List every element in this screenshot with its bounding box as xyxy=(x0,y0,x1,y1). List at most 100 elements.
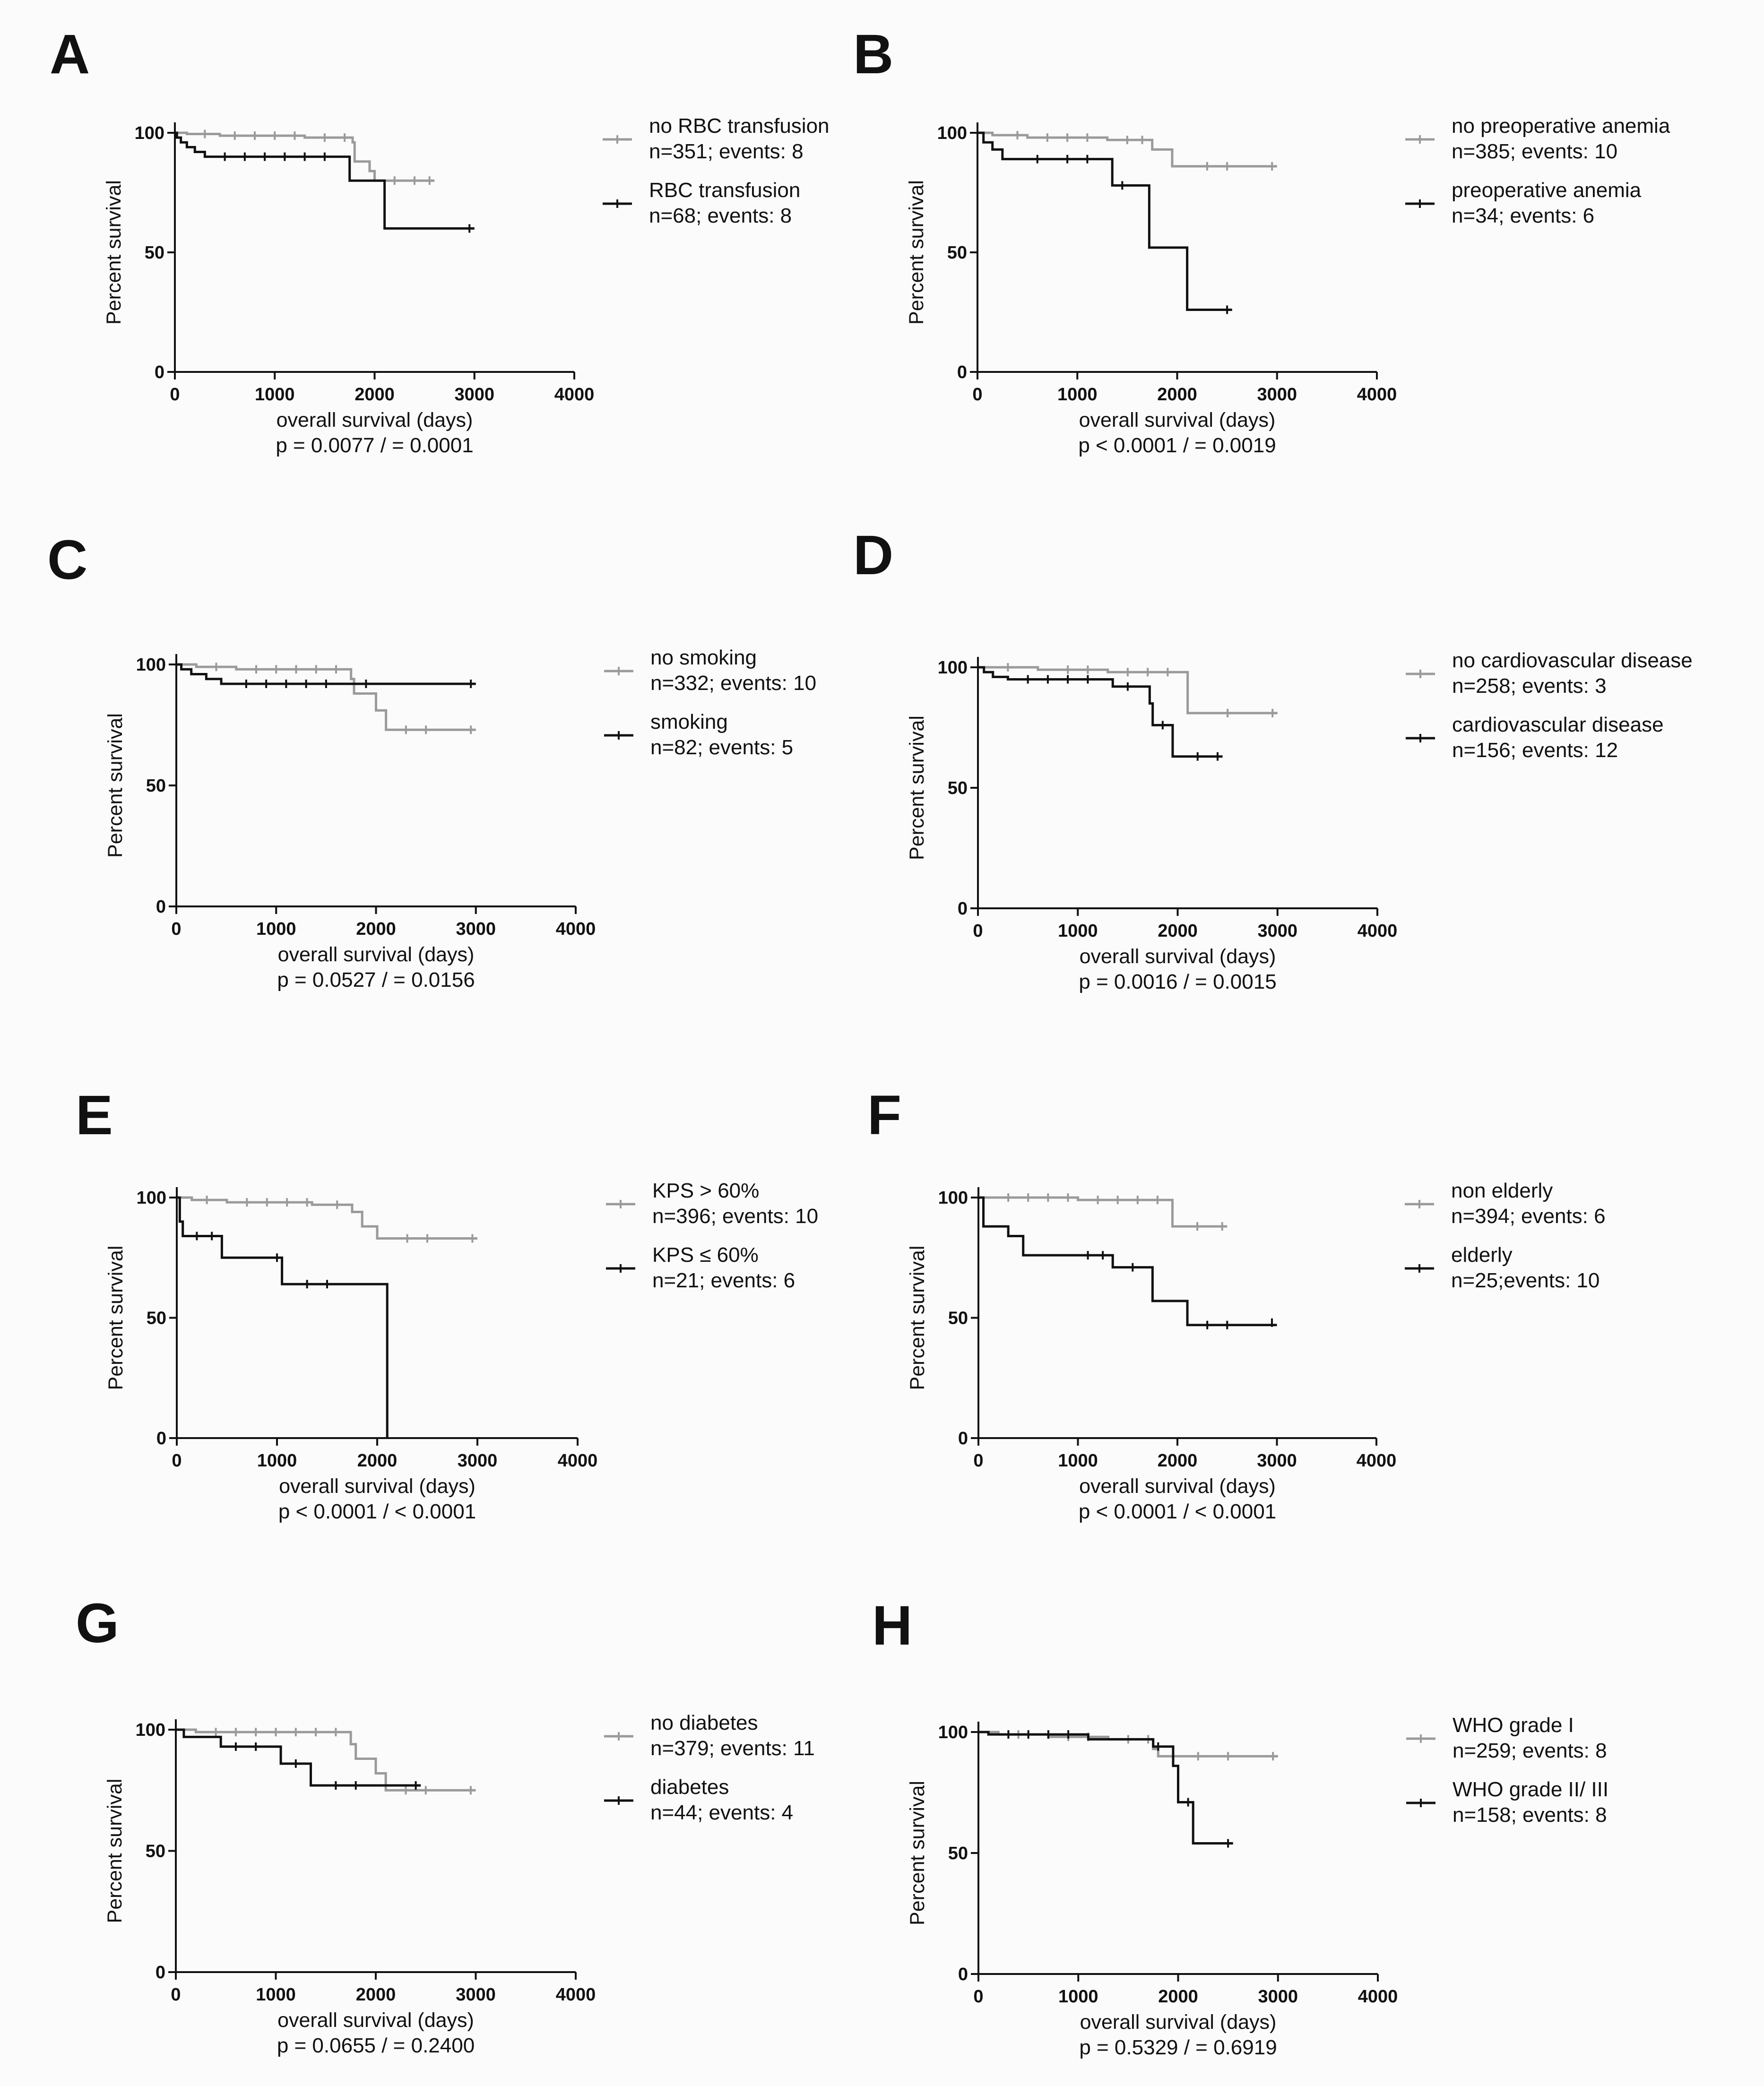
y-axis-title: Percent survival xyxy=(104,1246,127,1390)
y-tick-label: 0 xyxy=(155,362,164,382)
p-value: p < 0.0001 / = 0.0019 xyxy=(1078,434,1276,457)
x-axis-title: overall survival (days) xyxy=(277,2009,474,2032)
legend-info: n=379; events: 11 xyxy=(650,1737,815,1760)
x-tick-label: 0 xyxy=(171,1985,181,2005)
legend-label: KPS > 60% xyxy=(652,1179,759,1202)
survival-curve-comparison xyxy=(177,1196,389,1438)
y-tick-label: 0 xyxy=(958,1965,968,1984)
x-tick-label: 4000 xyxy=(1358,1987,1398,2007)
legend-info: n=68; events: 8 xyxy=(649,204,792,227)
legend-label: no cardiovascular disease xyxy=(1452,649,1693,672)
x-tick-label: 1000 xyxy=(255,385,295,405)
panel-letter: G xyxy=(76,1592,119,1655)
x-tick-label: 1000 xyxy=(1058,1987,1098,2007)
panel-letter: H xyxy=(872,1595,912,1657)
x-tick-label: 3000 xyxy=(456,1985,496,2005)
x-tick-label: 4000 xyxy=(556,919,596,939)
legend-info: n=258; events: 3 xyxy=(1452,674,1607,698)
x-tick-label: 0 xyxy=(973,921,983,941)
y-tick-label: 100 xyxy=(938,1723,968,1742)
y-tick-label: 100 xyxy=(135,123,164,143)
survival-curve-reference xyxy=(176,663,476,731)
legend-label: smoking xyxy=(650,710,728,733)
p-value: p < 0.0001 / < 0.0001 xyxy=(1079,1500,1276,1523)
legend-label: no smoking xyxy=(650,646,757,669)
x-tick-label: 1000 xyxy=(257,1451,297,1471)
x-tick-label: 1000 xyxy=(1058,1451,1098,1471)
y-tick-label: 50 xyxy=(145,243,164,263)
p-value: p = 0.0655 / = 0.2400 xyxy=(277,2034,475,2057)
x-tick-label: 4000 xyxy=(556,1985,596,2005)
panel-b: B 0 1000 2000 3000 4000 0 50 100 overall survival… xyxy=(853,23,1670,457)
x-tick-label: 3000 xyxy=(454,385,494,405)
p-value: p = 0.0016 / = 0.0015 xyxy=(1079,970,1276,993)
legend-info: n=351; events: 8 xyxy=(649,140,804,163)
y-tick-label: 100 xyxy=(938,1188,968,1208)
survival-curve-reference xyxy=(978,666,1278,715)
panel-c: C 0 1000 2000 3000 4000 0 50 100 overall survival… xyxy=(47,529,816,991)
y-tick-label: 0 xyxy=(156,1963,165,1983)
legend-info: n=82; events: 5 xyxy=(650,736,793,759)
legend-info: n=394; events: 6 xyxy=(1451,1205,1606,1228)
y-tick-label: 100 xyxy=(137,1188,166,1208)
x-tick-label: 0 xyxy=(172,1451,182,1471)
legend-label: no diabetes xyxy=(650,1711,758,1734)
survival-curve-comparison xyxy=(175,131,475,230)
p-value: p = 0.0527 / = 0.0156 xyxy=(277,968,475,991)
x-axis-title: overall survival (days) xyxy=(279,1475,476,1498)
survival-curve-comparison xyxy=(176,663,476,685)
legend-label: elderly xyxy=(1451,1243,1513,1267)
x-axis-title: overall survival (days) xyxy=(1080,2011,1277,2034)
x-tick-label: 2000 xyxy=(1157,385,1197,405)
panel-letter: C xyxy=(47,529,87,591)
legend-label: preoperative anemia xyxy=(1452,179,1642,202)
y-axis-title: Percent survival xyxy=(905,180,928,325)
x-tick-label: 2000 xyxy=(1158,1987,1198,2007)
panel-letter: B xyxy=(853,23,893,86)
y-tick-label: 100 xyxy=(938,658,968,678)
x-axis-title: overall survival (days) xyxy=(277,409,473,431)
panel-letter: E xyxy=(76,1084,113,1146)
legend-info: n=332; events: 10 xyxy=(650,672,816,695)
x-tick-label: 3000 xyxy=(456,919,496,939)
p-value: p < 0.0001 / < 0.0001 xyxy=(278,1500,476,1523)
panel-letter: A xyxy=(50,23,90,86)
panel-letter: F xyxy=(867,1084,901,1146)
x-axis-title: overall survival (days) xyxy=(278,943,475,966)
y-axis-title: Percent survival xyxy=(906,715,928,860)
panel-e: E 0 1000 2000 3000 4000 0 50 100 overall survival… xyxy=(76,1084,818,1523)
x-axis-title: overall survival (days) xyxy=(1079,1475,1276,1498)
survival-curve-comparison xyxy=(978,1731,1233,1845)
y-tick-label: 100 xyxy=(136,655,166,675)
legend-info: n=44; events: 4 xyxy=(650,1801,793,1824)
y-tick-label: 0 xyxy=(156,897,166,917)
y-tick-label: 0 xyxy=(957,362,967,382)
y-axis-title: Percent survival xyxy=(103,180,125,325)
panel-a: A 0 1000 2000 3000 4000 0 50 100 overall survival… xyxy=(50,23,830,457)
x-tick-label: 4000 xyxy=(554,385,595,405)
p-value: p = 0.0077 / = 0.0001 xyxy=(276,434,473,457)
y-tick-label: 0 xyxy=(958,899,968,919)
survival-curve-reference xyxy=(176,1728,476,1792)
y-axis-title: Percent survival xyxy=(906,1246,929,1390)
x-tick-label: 0 xyxy=(972,385,982,405)
y-tick-label: 100 xyxy=(136,1720,165,1740)
x-tick-label: 4000 xyxy=(1357,385,1397,405)
x-tick-label: 3000 xyxy=(458,1451,498,1471)
x-tick-label: 2000 xyxy=(1158,1451,1198,1471)
survival-curve-reference xyxy=(978,1196,1228,1228)
x-tick-label: 4000 xyxy=(558,1451,598,1471)
x-tick-label: 0 xyxy=(170,385,180,405)
y-tick-label: 50 xyxy=(147,1309,166,1328)
x-tick-label: 4000 xyxy=(1358,921,1398,941)
y-axis-title: Percent survival xyxy=(906,1781,929,1925)
x-tick-label: 1000 xyxy=(256,919,296,939)
p-value: p = 0.5329 / = 0.6919 xyxy=(1079,2036,1277,2059)
x-tick-label: 3000 xyxy=(1257,921,1297,941)
panel-g: G 0 1000 2000 3000 4000 0 50 100 overall survival… xyxy=(76,1592,815,2057)
legend-label: RBC transfusion xyxy=(649,179,800,202)
x-tick-label: 2000 xyxy=(356,1985,396,2005)
panel-f: F 0 1000 2000 3000 4000 0 50 100 overall survival… xyxy=(867,1084,1606,1523)
panel-letter: D xyxy=(853,524,893,586)
y-tick-label: 50 xyxy=(948,1309,968,1328)
